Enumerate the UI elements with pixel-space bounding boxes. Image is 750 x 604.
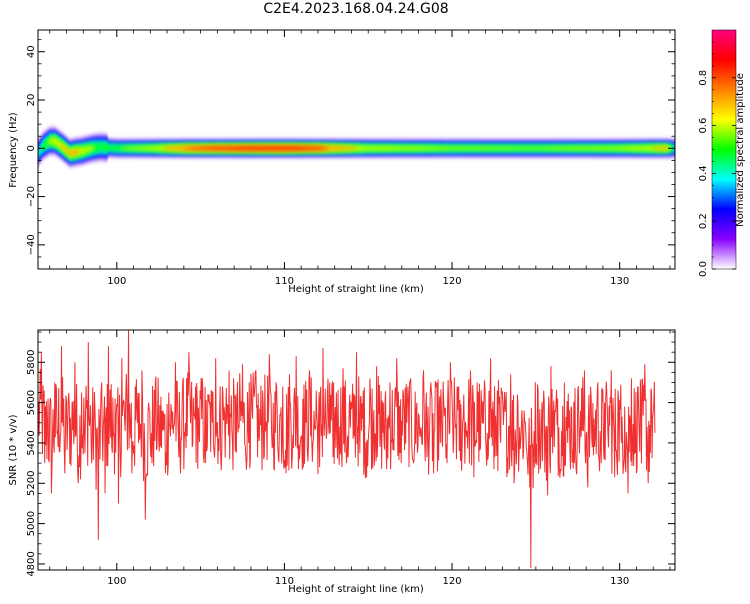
y-tick-label: 40 (26, 45, 37, 58)
snr-frame (37, 329, 676, 571)
y-tick-label: 0 (26, 145, 37, 151)
colorbar-tick-label: 0.2 (698, 213, 709, 229)
y-tick-label: −40 (26, 234, 37, 255)
colorbar-tick-label: 0.8 (698, 70, 709, 86)
x-tick-label: 120 (443, 276, 462, 287)
colorbar-tick-label: 0.6 (698, 118, 709, 134)
spectrogram-contour-level (38, 141, 675, 156)
x-tick-label: 100 (107, 276, 126, 287)
spectrogram-xlabel: Height of straight line (km) (288, 284, 424, 295)
spectrogram-band (38, 126, 675, 168)
colorbar: 0.0 0.2 0.4 0.6 0.8 Normalized spectral ampl… (698, 29, 746, 277)
x-tick-label: 100 (107, 576, 126, 587)
snr-xlabel: Height of straight line (km) (288, 584, 424, 595)
y-tick-label: 5000 (26, 511, 37, 536)
snr-series-line (38, 330, 656, 568)
x-tick-label: 130 (610, 576, 629, 587)
colorbar-tick-label: 0.0 (698, 261, 709, 277)
y-tick-label: 4800 (26, 551, 37, 576)
y-tick-label: 5800 (26, 350, 37, 375)
y-tick-label: 20 (26, 94, 37, 107)
snr-panel: 100 110 120 130 4800 5000 5200 5400 5600 5800 Hei… (8, 329, 676, 595)
spectrogram-panel: 100 110 120 130 −40 −20 0 20 40 Height of straig… (8, 29, 676, 295)
spectrogram-contour-level (38, 137, 675, 158)
snr-ylabel: SNR (10 * v/v) (8, 414, 19, 485)
spectrogram-axis-ticks: 100 110 120 130 −40 −20 0 20 40 (26, 30, 675, 287)
x-tick-label: 110 (275, 276, 294, 287)
y-tick-label: 5200 (26, 471, 37, 496)
x-tick-label: 110 (275, 576, 294, 587)
y-tick-label: −20 (26, 186, 37, 207)
page-title: C2E4.2023.168.04.24.G08 (263, 1, 449, 17)
x-tick-label: 130 (610, 276, 629, 287)
y-tick-label: 5600 (26, 390, 37, 415)
spectrogram-ylabel: Frequency (Hz) (8, 112, 19, 188)
colorbar-label: Normalized spectral amplitude (735, 73, 746, 227)
x-tick-label: 120 (443, 576, 462, 587)
snr-axis-ticks: 100 110 120 130 4800 5000 5200 5400 5600 5800 (26, 330, 675, 587)
colorbar-tick-label: 0.4 (698, 165, 709, 181)
spectrogram-frame (37, 29, 676, 270)
y-tick-label: 5400 (26, 430, 37, 455)
colorbar-gradient (712, 30, 736, 269)
colorbar-ticks: 0.0 0.2 0.4 0.6 0.8 (698, 41, 736, 277)
